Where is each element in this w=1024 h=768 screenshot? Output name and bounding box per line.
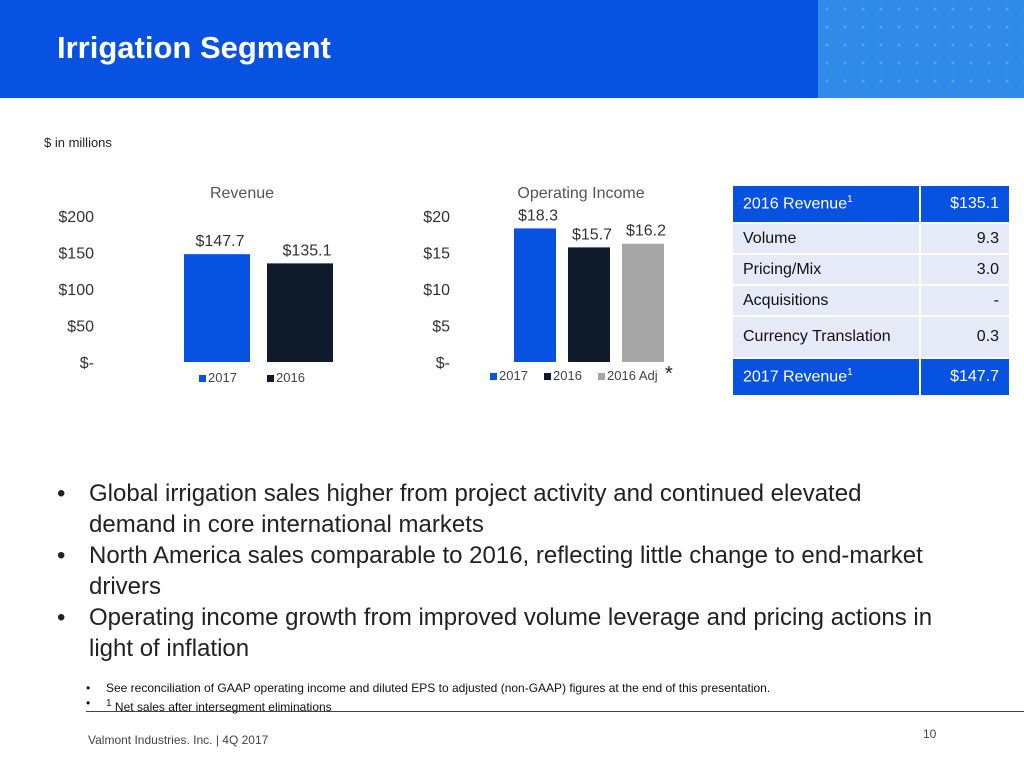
page-number: 10 [923, 727, 937, 741]
bridge-row-acquisitions: Acquisitions - [733, 286, 1009, 315]
legend-label: 2017 [208, 370, 237, 385]
header-dot-pattern [818, 0, 1024, 98]
legend-swatch [199, 375, 206, 382]
legend-label: 2016 [276, 370, 305, 385]
footnote-reconciliation: See reconciliation of GAAP operating inc… [86, 681, 770, 696]
page-title: Irrigation Segment [57, 30, 331, 65]
data-label: $135.1 [283, 242, 332, 259]
y-tick-label: $10 [423, 282, 450, 299]
bridge-row-label: Volume [733, 224, 919, 253]
legend-swatch [267, 375, 274, 382]
data-label: $147.7 [196, 233, 245, 250]
legend-swatch [490, 373, 497, 380]
bridge-start-value: $135.1 [919, 186, 1009, 222]
chart-title: Revenue [210, 185, 274, 202]
key-point: North America sales comparable to 2016, … [55, 540, 935, 602]
bridge-row-value: - [919, 286, 1009, 315]
y-tick-label: $20 [423, 209, 450, 226]
legend-label: 2017 [499, 368, 528, 383]
bar-2017 [514, 228, 556, 362]
data-label: $15.7 [572, 226, 612, 243]
bridge-row-label: Currency Translation [733, 317, 919, 357]
bridge-end-label: 2017 Revenue1 [733, 359, 919, 395]
legend-swatch [598, 373, 605, 380]
y-tick-label: $150 [58, 246, 94, 263]
data-label: $18.3 [518, 207, 558, 224]
footnotes-list: See reconciliation of GAAP operating inc… [86, 681, 770, 715]
revenue-bridge-table: 2016 Revenue1 $135.1 Volume 9.3 Pricing/… [733, 184, 1009, 397]
y-tick-label: $100 [58, 282, 94, 299]
bar-2017 [184, 254, 250, 362]
y-tick-label: $50 [67, 319, 94, 336]
bridge-row-label: Pricing/Mix [733, 255, 919, 284]
bridge-end-row: 2017 Revenue1 $147.7 [733, 359, 1009, 395]
units-note: $ in millions [44, 135, 112, 150]
bridge-end-value: $147.7 [919, 359, 1009, 395]
y-tick-label: $5 [432, 319, 450, 336]
bridge-row-value: 9.3 [919, 224, 1009, 253]
chart-title: Operating Income [517, 185, 644, 202]
y-tick-label: $- [80, 355, 94, 372]
footnote-marker: * [665, 363, 673, 385]
data-label: $16.2 [626, 223, 666, 240]
legend-label: 2016 [553, 368, 582, 383]
y-tick-label: $15 [423, 246, 450, 263]
bridge-start-row: 2016 Revenue1 $135.1 [733, 186, 1009, 222]
footer-text: Valmont Industries. Inc. | 4Q 2017 [88, 733, 269, 747]
bridge-row-pricing-mix: Pricing/Mix 3.0 [733, 255, 1009, 284]
key-points-list: Global irrigation sales higher from proj… [55, 478, 935, 664]
y-tick-label: $- [436, 355, 450, 372]
bridge-row-label: Acquisitions [733, 286, 919, 315]
bridge-start-label: 2016 Revenue1 [733, 186, 919, 222]
bar-2016 [568, 247, 610, 362]
bridge-row-currency: Currency Translation 0.3 [733, 317, 1009, 357]
footnote-net-sales: 1 Net sales after intersegment eliminati… [86, 696, 770, 715]
legend-label: 2016 Adj [607, 368, 658, 383]
bar-2016-adj [622, 243, 664, 362]
bridge-row-value: 3.0 [919, 255, 1009, 284]
legend-swatch [544, 373, 551, 380]
footer-divider [86, 711, 1024, 712]
bridge-row-volume: Volume 9.3 [733, 224, 1009, 253]
key-point: Operating income growth from improved vo… [55, 602, 935, 664]
bridge-row-value: 0.3 [919, 317, 1009, 357]
bar-2016 [267, 263, 333, 362]
key-point: Global irrigation sales higher from proj… [55, 478, 935, 540]
y-tick-label: $200 [58, 209, 94, 226]
